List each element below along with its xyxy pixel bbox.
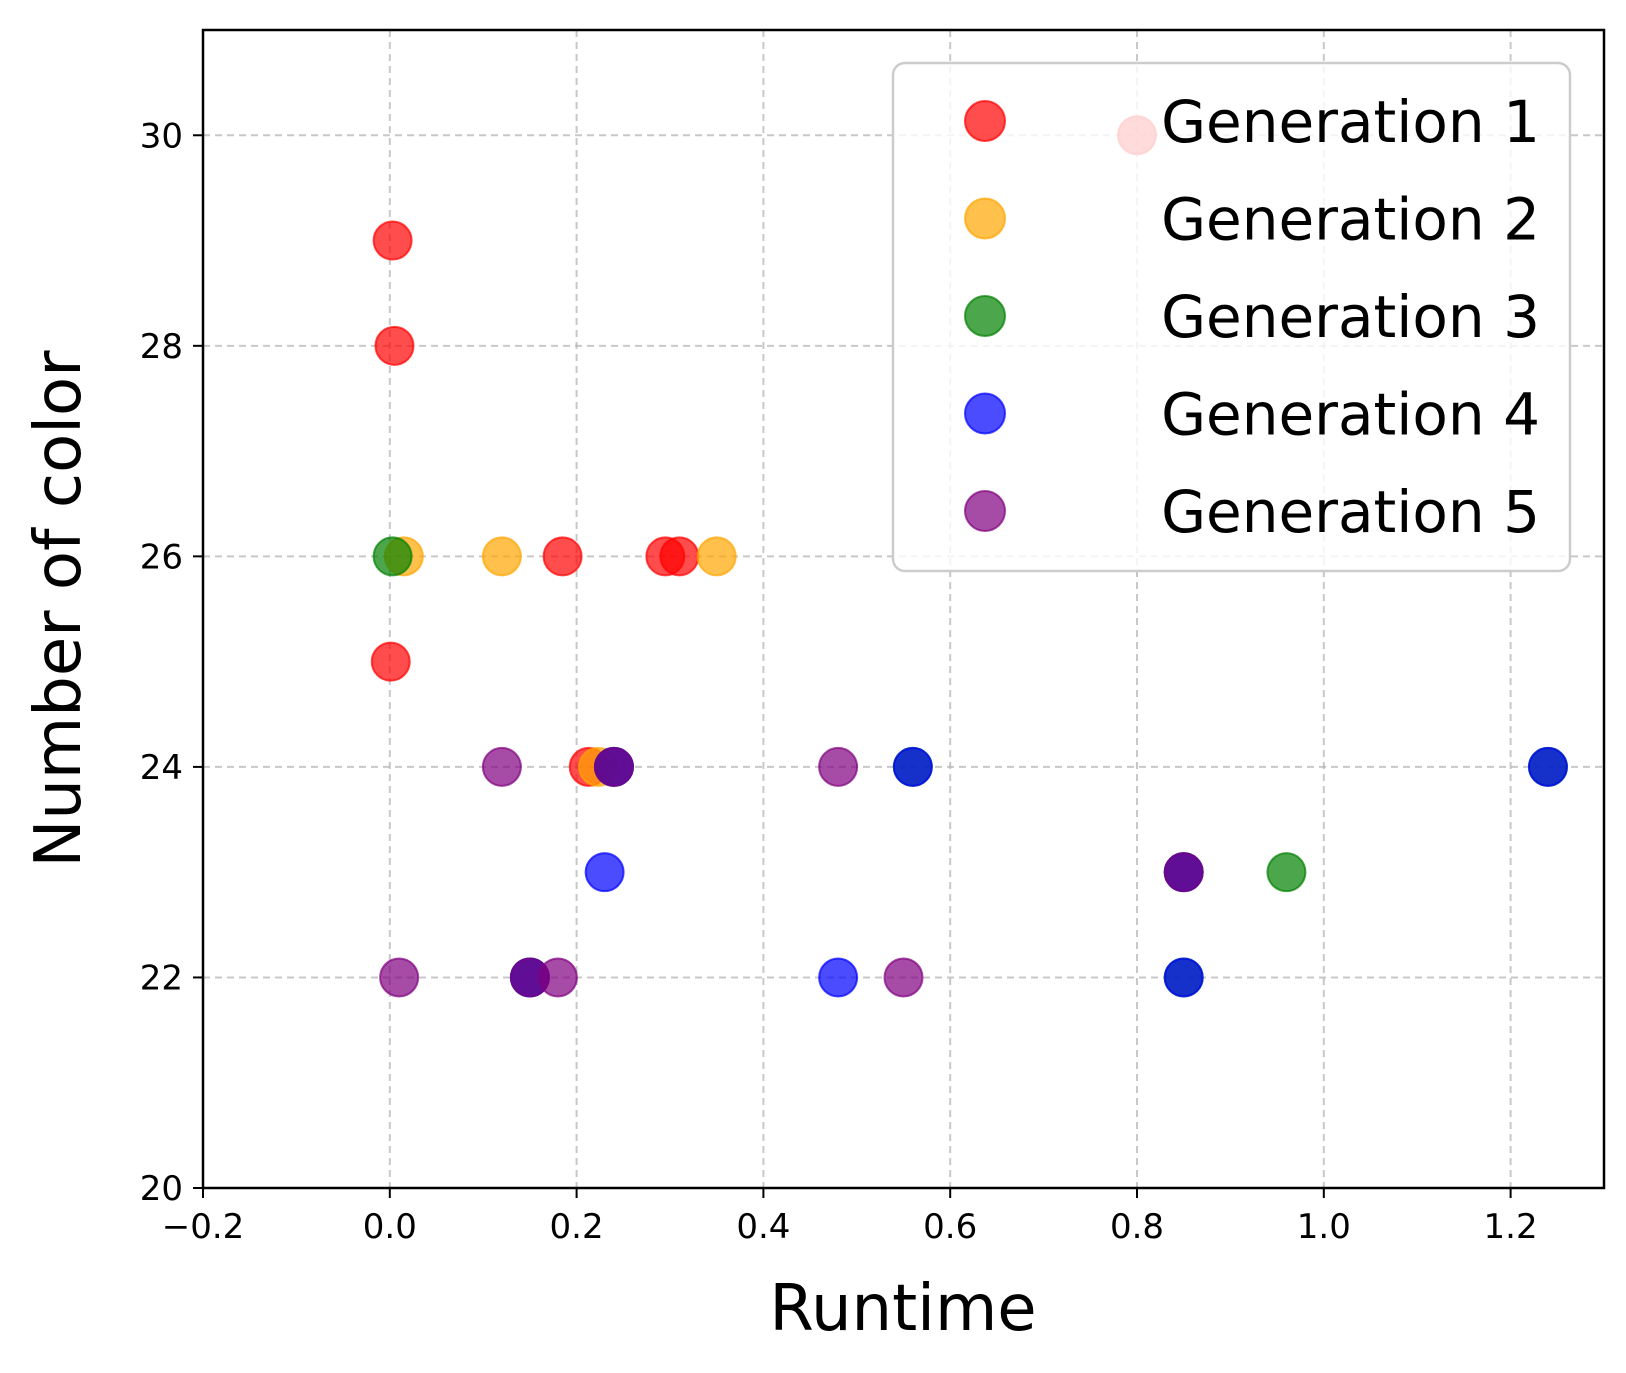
y-tick-label: 20 bbox=[140, 1169, 183, 1209]
legend-label: Generation 5 bbox=[1161, 478, 1540, 546]
x-tick-label: 1.0 bbox=[1297, 1207, 1351, 1247]
plot-frame bbox=[201, 28, 1606, 1190]
data-point bbox=[379, 957, 420, 998]
axis-ticks: −0.2 0.0 0.2 0.4 0.6 0.8 1.0 1.2 20 22 24 26 28 30 bbox=[140, 116, 1538, 1247]
series-4 bbox=[509, 746, 1568, 998]
x-axis-title: Runtime bbox=[769, 1272, 1036, 1346]
data-point bbox=[372, 536, 413, 577]
y-axis-title: Number of color bbox=[22, 350, 96, 868]
legend-marker bbox=[964, 197, 1006, 240]
series-5 bbox=[379, 746, 1204, 998]
legend-label: Generation 2 bbox=[1161, 186, 1540, 254]
x-tick-label: 0.6 bbox=[923, 1207, 977, 1247]
data-point bbox=[374, 325, 415, 366]
data-point bbox=[1163, 852, 1204, 893]
legend-marker bbox=[964, 490, 1006, 532]
data-point bbox=[659, 536, 700, 577]
data-point bbox=[370, 641, 411, 682]
legend-marker bbox=[964, 295, 1006, 337]
legend-marker bbox=[964, 392, 1006, 435]
data-point bbox=[818, 746, 859, 787]
legend-label: Generation 1 bbox=[1161, 88, 1540, 156]
y-tick-label: 28 bbox=[140, 327, 183, 367]
data-points bbox=[370, 115, 1568, 998]
data-point bbox=[584, 852, 625, 893]
y-tick-label: 26 bbox=[140, 537, 183, 577]
x-tick-label: 0.8 bbox=[1110, 1207, 1164, 1247]
data-point bbox=[481, 746, 522, 787]
data-point bbox=[481, 536, 522, 577]
y-tick-label: 22 bbox=[140, 958, 183, 998]
data-point bbox=[372, 220, 413, 261]
x-tick-label: 0.2 bbox=[550, 1207, 604, 1247]
data-point bbox=[542, 536, 583, 577]
x-tick-label: 1.2 bbox=[1484, 1207, 1538, 1247]
data-point bbox=[593, 746, 634, 787]
series-1 bbox=[370, 115, 1157, 787]
x-tick-label: −0.2 bbox=[162, 1207, 245, 1247]
data-point bbox=[1266, 852, 1307, 893]
legend-label: Generation 3 bbox=[1161, 283, 1540, 351]
y-tick-label: 24 bbox=[140, 748, 183, 788]
data-point bbox=[892, 746, 933, 787]
legend-label: Generation 4 bbox=[1161, 381, 1540, 449]
legend-marker bbox=[964, 100, 1006, 142]
x-tick-label: 0.0 bbox=[363, 1207, 417, 1247]
data-point bbox=[537, 957, 578, 998]
legend-box bbox=[891, 61, 1572, 573]
x-tick-label: 0.4 bbox=[736, 1207, 790, 1247]
data-point bbox=[696, 536, 737, 577]
data-point bbox=[883, 957, 924, 998]
data-point bbox=[1163, 957, 1204, 998]
data-point bbox=[818, 957, 859, 998]
y-tick-label: 30 bbox=[140, 116, 183, 156]
legend: Generation 1 Generation 2 Generation 3 Gene… bbox=[891, 61, 1572, 573]
data-point bbox=[1527, 746, 1568, 787]
